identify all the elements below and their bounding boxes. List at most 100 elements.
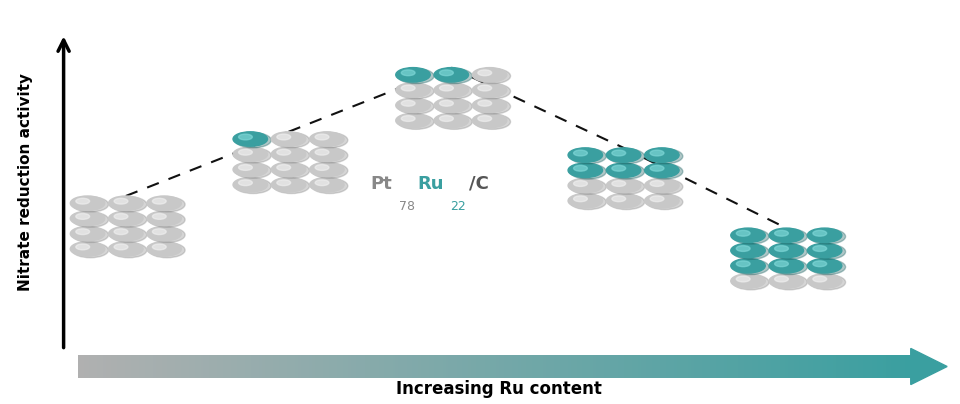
Circle shape xyxy=(607,194,641,208)
Circle shape xyxy=(272,132,306,146)
Circle shape xyxy=(310,177,344,192)
Circle shape xyxy=(238,149,252,155)
Circle shape xyxy=(110,242,147,258)
Circle shape xyxy=(607,178,641,193)
Circle shape xyxy=(568,194,603,208)
Circle shape xyxy=(568,148,603,162)
Circle shape xyxy=(813,230,827,236)
Text: 22: 22 xyxy=(450,200,466,213)
Circle shape xyxy=(147,242,181,256)
Circle shape xyxy=(110,227,147,242)
Circle shape xyxy=(233,177,268,192)
Circle shape xyxy=(70,227,105,241)
Circle shape xyxy=(238,180,252,185)
Circle shape xyxy=(153,244,166,250)
Circle shape xyxy=(570,149,607,164)
Circle shape xyxy=(809,229,846,244)
Circle shape xyxy=(401,101,415,106)
Circle shape xyxy=(568,178,603,193)
Circle shape xyxy=(108,227,143,241)
Circle shape xyxy=(612,165,626,171)
Circle shape xyxy=(645,178,679,193)
Circle shape xyxy=(731,274,765,288)
Circle shape xyxy=(736,230,750,236)
Circle shape xyxy=(434,83,468,97)
Circle shape xyxy=(478,101,492,106)
Circle shape xyxy=(233,162,268,177)
Circle shape xyxy=(276,180,291,185)
Circle shape xyxy=(771,259,807,275)
Circle shape xyxy=(769,274,804,288)
Circle shape xyxy=(149,212,185,227)
Circle shape xyxy=(813,246,827,251)
Circle shape xyxy=(238,134,252,140)
Circle shape xyxy=(310,132,344,146)
Circle shape xyxy=(72,212,108,227)
Circle shape xyxy=(315,134,329,140)
Circle shape xyxy=(612,181,626,186)
Circle shape xyxy=(645,194,679,208)
Circle shape xyxy=(72,227,108,242)
Circle shape xyxy=(609,194,644,210)
Circle shape xyxy=(474,84,511,99)
Circle shape xyxy=(647,164,683,179)
Circle shape xyxy=(114,198,128,204)
Circle shape xyxy=(736,276,750,282)
Circle shape xyxy=(650,165,664,171)
Circle shape xyxy=(272,177,306,192)
Circle shape xyxy=(76,244,89,250)
Circle shape xyxy=(609,179,644,194)
Polygon shape xyxy=(911,348,948,385)
Text: Pt: Pt xyxy=(370,175,392,193)
Circle shape xyxy=(771,275,807,290)
Circle shape xyxy=(397,68,434,84)
Circle shape xyxy=(647,194,683,210)
Circle shape xyxy=(570,194,607,210)
Circle shape xyxy=(110,212,147,227)
Circle shape xyxy=(472,114,507,128)
Circle shape xyxy=(272,162,306,177)
Circle shape xyxy=(114,244,128,250)
Circle shape xyxy=(775,230,788,236)
Circle shape xyxy=(397,114,434,129)
Circle shape xyxy=(235,179,272,194)
Circle shape xyxy=(573,165,588,171)
Circle shape xyxy=(397,84,434,99)
Circle shape xyxy=(769,243,804,258)
Circle shape xyxy=(813,261,827,267)
Circle shape xyxy=(573,196,588,202)
Circle shape xyxy=(147,196,181,210)
Circle shape xyxy=(472,98,507,113)
Text: /C: /C xyxy=(469,175,490,193)
Text: Ru: Ru xyxy=(418,175,444,193)
Circle shape xyxy=(108,196,143,210)
Circle shape xyxy=(315,164,329,170)
Text: Nitrate reduction activity: Nitrate reduction activity xyxy=(18,73,33,291)
Circle shape xyxy=(813,276,827,282)
Circle shape xyxy=(274,163,309,178)
Circle shape xyxy=(775,276,788,282)
Circle shape xyxy=(809,244,846,259)
Circle shape xyxy=(70,211,105,226)
Circle shape xyxy=(310,147,344,162)
Circle shape xyxy=(76,229,89,235)
Circle shape xyxy=(807,228,842,242)
Circle shape xyxy=(771,244,807,259)
Circle shape xyxy=(147,227,181,241)
Circle shape xyxy=(76,198,89,204)
Circle shape xyxy=(401,70,415,76)
Circle shape xyxy=(472,83,507,97)
Circle shape xyxy=(568,163,603,177)
Circle shape xyxy=(76,214,89,219)
Circle shape xyxy=(609,149,644,164)
Circle shape xyxy=(440,116,453,122)
Circle shape xyxy=(312,179,348,194)
Circle shape xyxy=(401,116,415,122)
Circle shape xyxy=(731,228,765,242)
Circle shape xyxy=(315,180,329,185)
Circle shape xyxy=(315,149,329,155)
Circle shape xyxy=(809,275,846,290)
Circle shape xyxy=(478,85,492,91)
Circle shape xyxy=(396,114,430,128)
Circle shape xyxy=(70,242,105,256)
